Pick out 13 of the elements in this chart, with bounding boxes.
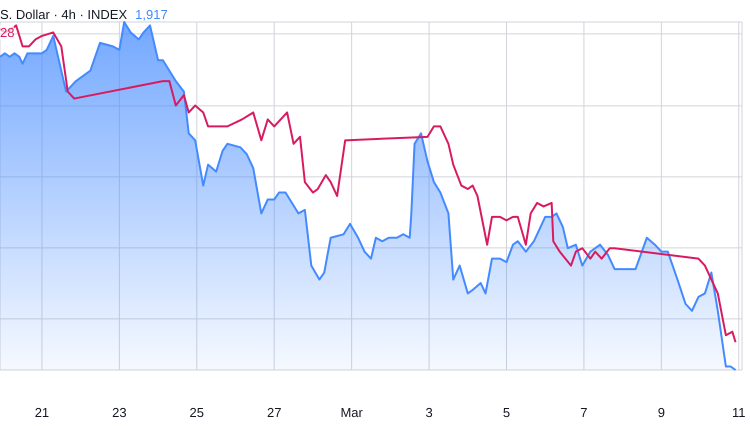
annotation: 28 <box>0 25 14 40</box>
x-tick-label: 23 <box>112 405 127 420</box>
x-tick-label: 27 <box>266 405 282 420</box>
annotation: 1,917 <box>135 7 168 22</box>
chart-title: S. Dollar · 4h · INDEX <box>0 7 128 22</box>
x-tick-label: Mar <box>340 405 364 420</box>
x-tick-label: 9 <box>658 405 665 420</box>
x-tick-label: 7 <box>580 405 588 420</box>
x-tick-label: 25 <box>190 405 204 420</box>
x-tick-label: 3 <box>425 405 433 420</box>
x-tick-label: 5 <box>502 405 510 420</box>
x-tick-label: 11 <box>732 405 746 420</box>
x-tick-label: 21 <box>34 405 50 420</box>
